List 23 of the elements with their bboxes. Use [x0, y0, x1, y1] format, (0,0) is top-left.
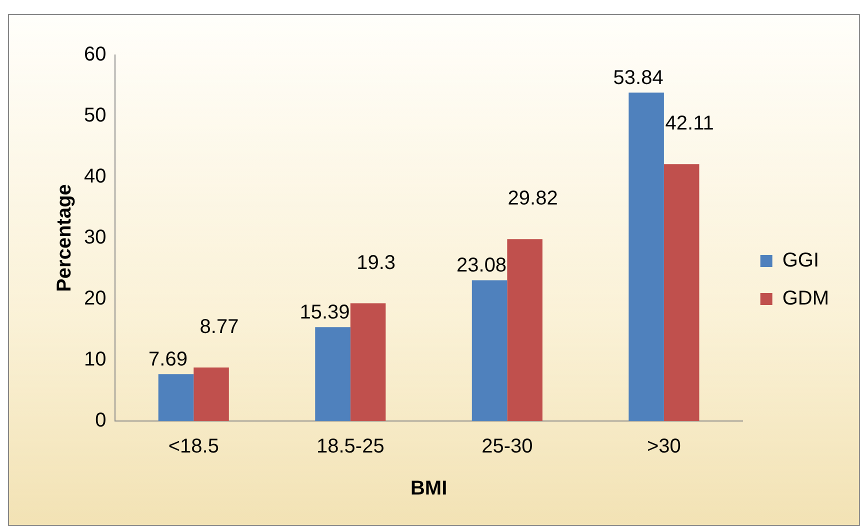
data-label: 29.82 [508, 188, 558, 210]
data-label: 23.08 [456, 254, 507, 277]
legend-label: GGI [782, 250, 820, 272]
x-tick-label: 25-30 [482, 436, 533, 458]
x-tick-label: 18.5-25 [316, 436, 384, 458]
data-label: 53.84 [613, 67, 664, 90]
y-tick-label: 10 [84, 348, 106, 371]
data-label: 19.3 [356, 252, 396, 274]
y-tick-label: 50 [84, 104, 106, 127]
data-label: 7.69 [148, 348, 188, 371]
y-tick-label: 0 [95, 410, 106, 432]
y-tick-label: 40 [84, 166, 106, 188]
y-tick-label: 20 [84, 288, 106, 310]
x-tick-label: <18.5 [168, 436, 219, 458]
data-label: 15.39 [300, 302, 350, 324]
data-label: 42.11 [665, 112, 714, 135]
y-tick-label: 30 [84, 226, 106, 249]
y-tick-label: 60 [84, 44, 106, 66]
x-axis-title: BMI [410, 478, 448, 500]
y-axis-title: Percentage [54, 184, 76, 292]
legend-label: GDM [782, 288, 830, 310]
x-tick-label: >30 [646, 436, 681, 458]
data-label: 8.77 [200, 316, 239, 338]
